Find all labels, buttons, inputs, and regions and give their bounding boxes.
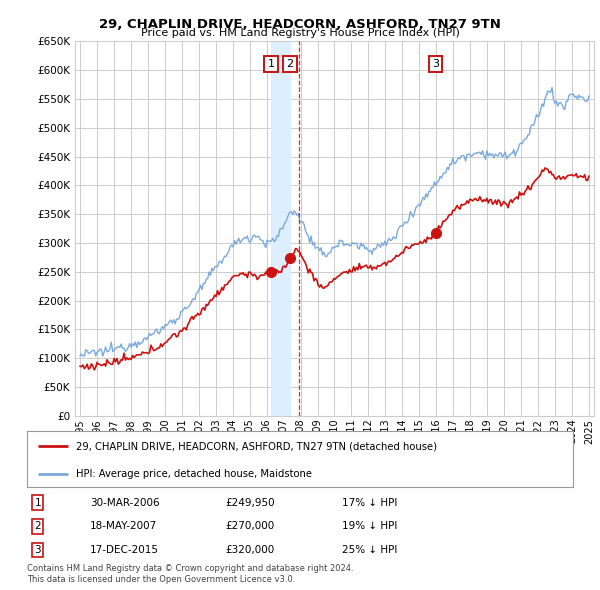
Text: 17% ↓ HPI: 17% ↓ HPI: [342, 498, 397, 507]
Text: 17-DEC-2015: 17-DEC-2015: [90, 545, 159, 555]
Text: 18-MAY-2007: 18-MAY-2007: [90, 522, 157, 531]
Text: 3: 3: [34, 545, 41, 555]
Text: 29, CHAPLIN DRIVE, HEADCORN, ASHFORD, TN27 9TN: 29, CHAPLIN DRIVE, HEADCORN, ASHFORD, TN…: [99, 18, 501, 31]
Text: Contains HM Land Registry data © Crown copyright and database right 2024.: Contains HM Land Registry data © Crown c…: [27, 565, 353, 573]
Text: 25% ↓ HPI: 25% ↓ HPI: [342, 545, 397, 555]
Text: 30-MAR-2006: 30-MAR-2006: [90, 498, 160, 507]
Text: £270,000: £270,000: [225, 522, 274, 531]
Bar: [271, 41, 290, 416]
Text: HPI: Average price, detached house, Maidstone: HPI: Average price, detached house, Maid…: [76, 470, 312, 480]
Text: This data is licensed under the Open Government Licence v3.0.: This data is licensed under the Open Gov…: [27, 575, 295, 584]
Text: 19% ↓ HPI: 19% ↓ HPI: [342, 522, 397, 531]
Text: £320,000: £320,000: [225, 545, 274, 555]
Text: Price paid vs. HM Land Registry's House Price Index (HPI): Price paid vs. HM Land Registry's House …: [140, 28, 460, 38]
Text: 2: 2: [34, 522, 41, 531]
Text: 2: 2: [287, 60, 293, 70]
Text: £249,950: £249,950: [225, 498, 275, 507]
Text: 29, CHAPLIN DRIVE, HEADCORN, ASHFORD, TN27 9TN (detached house): 29, CHAPLIN DRIVE, HEADCORN, ASHFORD, TN…: [76, 441, 437, 451]
Text: 1: 1: [34, 498, 41, 507]
Text: 3: 3: [432, 60, 439, 70]
Text: 1: 1: [268, 60, 274, 70]
